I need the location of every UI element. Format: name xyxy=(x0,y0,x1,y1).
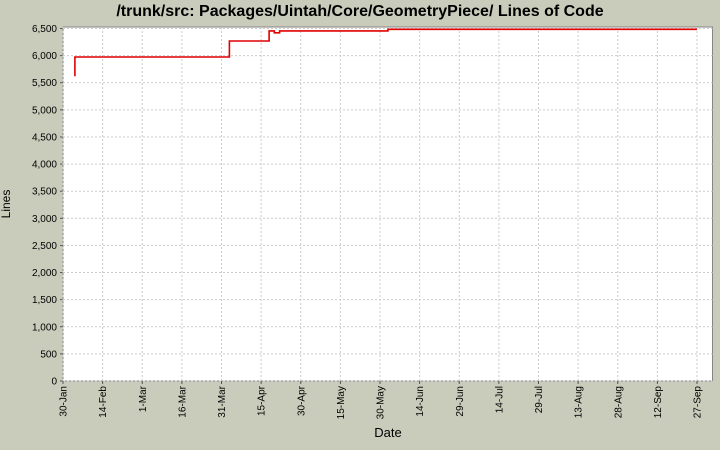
series-line xyxy=(74,28,697,77)
y-tick-label: 6,500 xyxy=(32,24,57,35)
x-tick-label: 31-Mar xyxy=(217,385,228,417)
y-tick-label: 6,000 xyxy=(32,51,57,62)
x-tick-label: 16-Mar xyxy=(177,385,188,417)
chart-title: /trunk/src: Packages/Uintah/Core/Geometr… xyxy=(116,3,604,20)
x-tick-label: 29-Jun xyxy=(455,386,466,417)
y-tick-label: 1,500 xyxy=(32,295,57,306)
y-tick-label: 500 xyxy=(40,349,57,360)
x-tick-label: 12-Sep xyxy=(653,386,664,419)
x-tick-label: 30-Jan xyxy=(59,386,70,417)
y-tick-label: 2,000 xyxy=(32,268,57,279)
y-tick-label: 5,000 xyxy=(32,105,57,116)
y-tick-label: 5,500 xyxy=(32,78,57,89)
x-tick-label: 15-Apr xyxy=(257,385,268,416)
x-tick-label: 14-Jul xyxy=(494,386,505,413)
x-tick-label: 15-May xyxy=(336,386,347,419)
x-tick-label: 30-May xyxy=(376,386,387,419)
x-axis-title: Date xyxy=(374,425,402,440)
x-tick-label: 27-Sep xyxy=(693,386,704,419)
x-tick-label: 29-Jul xyxy=(534,386,545,413)
y-tick-label: 3,000 xyxy=(32,214,57,225)
y-tick-label: 0 xyxy=(51,377,57,388)
x-tick-label: 28-Aug xyxy=(613,386,624,418)
y-tick-label: 2,500 xyxy=(32,241,57,252)
y-tick-label: 4,000 xyxy=(32,160,57,171)
x-tick-label: 14-Jun xyxy=(415,386,426,417)
plot-area xyxy=(62,26,713,382)
y-tick-label: 1,000 xyxy=(32,322,57,333)
y-tick-label: 3,500 xyxy=(32,187,57,198)
x-tick-label: 13-Aug xyxy=(574,386,585,418)
x-tick-label: 1-Mar xyxy=(138,385,149,412)
x-tick-label: 14-Feb xyxy=(98,386,109,418)
x-tick-label: 30-Apr xyxy=(296,385,307,416)
y-tick-label: 4,500 xyxy=(32,132,57,143)
